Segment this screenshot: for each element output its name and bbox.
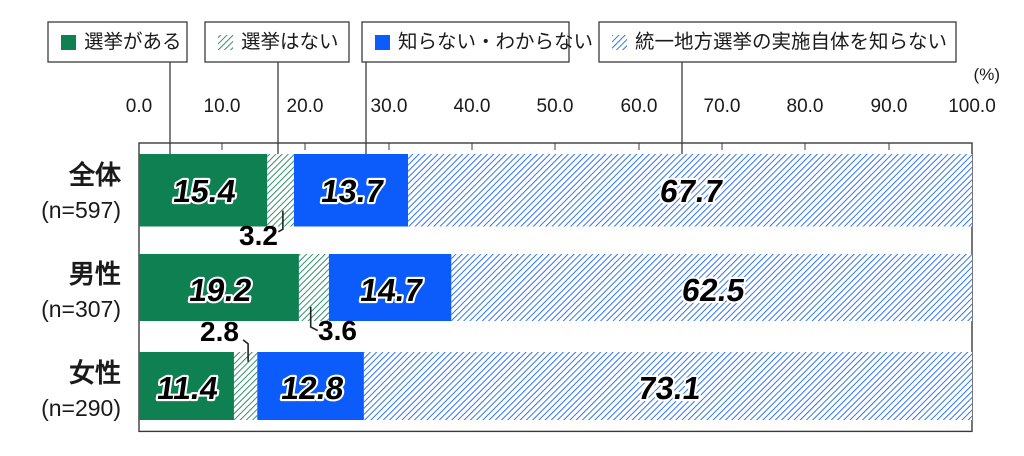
svg-text:女性: 女性	[69, 358, 121, 388]
svg-text:(n=290): (n=290)	[41, 395, 121, 421]
svg-text:60.0: 60.0	[621, 96, 658, 117]
svg-text:(%): (%)	[974, 65, 1000, 84]
svg-text:62.5: 62.5	[680, 272, 747, 308]
svg-text:15.4: 15.4	[171, 173, 238, 209]
svg-text:全体: 全体	[68, 160, 122, 190]
svg-text:選挙はない: 選挙はない	[241, 31, 339, 53]
svg-text:0.0: 0.0	[126, 96, 152, 117]
svg-text:30.0: 30.0	[371, 96, 408, 117]
svg-text:19.2: 19.2	[187, 272, 254, 308]
svg-text:13.7: 13.7	[319, 173, 386, 209]
svg-text:統一地方選挙の実施自体を知らない: 統一地方選挙の実施自体を知らない	[635, 31, 947, 53]
svg-text:73.1: 73.1	[636, 370, 703, 406]
svg-text:12.8: 12.8	[279, 370, 346, 406]
svg-text:100.0: 100.0	[948, 96, 996, 117]
svg-text:知らない・わからない: 知らない・わからない	[398, 31, 593, 53]
svg-text:3.2: 3.2	[239, 220, 278, 251]
svg-text:90.0: 90.0	[871, 96, 908, 117]
svg-text:70.0: 70.0	[704, 96, 741, 117]
svg-text:11.4: 11.4	[155, 370, 221, 406]
svg-text:(n=307): (n=307)	[41, 296, 121, 322]
svg-text:67.7: 67.7	[658, 173, 725, 209]
svg-text:40.0: 40.0	[454, 96, 491, 117]
svg-text:10.0: 10.0	[204, 96, 241, 117]
svg-text:2.8: 2.8	[200, 316, 239, 347]
svg-text:3.6: 3.6	[318, 315, 357, 346]
svg-text:14.7: 14.7	[358, 272, 425, 308]
svg-text:(n=597): (n=597)	[41, 197, 121, 223]
svg-text:80.0: 80.0	[787, 96, 824, 117]
svg-text:50.0: 50.0	[537, 96, 574, 117]
svg-text:20.0: 20.0	[287, 96, 324, 117]
svg-text:選挙がある: 選挙がある	[84, 31, 182, 53]
svg-text:男性: 男性	[69, 259, 121, 289]
